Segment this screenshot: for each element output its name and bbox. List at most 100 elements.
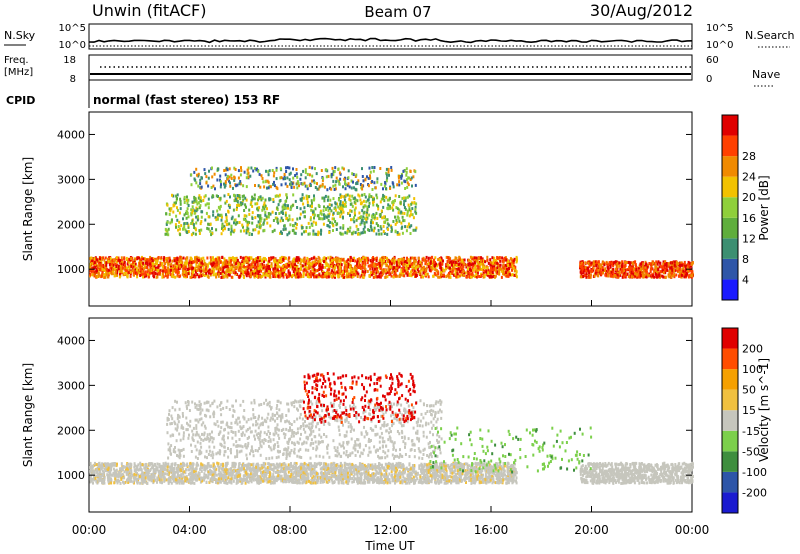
heatmap-cell (391, 228, 393, 232)
heatmap-cell (345, 269, 348, 273)
heatmap-cell (209, 415, 212, 419)
heatmap-cell (670, 265, 673, 269)
heatmap-cell (203, 274, 206, 277)
heatmap-cell (414, 170, 417, 174)
heatmap-cell (228, 205, 231, 209)
heatmap-cell (282, 177, 285, 181)
heatmap-cell (438, 275, 441, 279)
heatmap-cell (279, 275, 282, 279)
heatmap-cell (667, 262, 670, 266)
heatmap-cell (664, 260, 667, 264)
heatmap-cell (362, 179, 365, 183)
heatmap-cell (244, 205, 247, 209)
heatmap-cell (259, 195, 262, 199)
heatmap-cell (186, 207, 189, 211)
heatmap-cell (169, 273, 172, 277)
heatmap-cell (395, 206, 398, 210)
heatmap-cell (184, 275, 187, 279)
heatmap-cell (344, 204, 347, 208)
heatmap-cell (137, 268, 140, 272)
heatmap-cell (318, 264, 321, 268)
heatmap-cell (334, 166, 337, 170)
heatmap-cell (363, 210, 366, 214)
heatmap-cell (585, 272, 588, 276)
heatmap-cell (350, 273, 353, 277)
heatmap-cell (116, 258, 119, 262)
heatmap-cell (311, 205, 313, 208)
heatmap-cell (96, 258, 99, 262)
heatmap-cell (305, 273, 308, 277)
heatmap-cell (485, 270, 488, 274)
heatmap-cell (440, 256, 443, 260)
heatmap-cell (190, 261, 193, 265)
heatmap-cell (283, 256, 286, 260)
heatmap-cell (146, 270, 149, 274)
heatmap-cell (691, 261, 694, 265)
heatmap-cell (230, 259, 232, 262)
heatmap-cell (435, 269, 438, 273)
heatmap-cell (414, 183, 417, 187)
heatmap-cell (383, 215, 386, 219)
heatmap-cell (664, 271, 667, 275)
heatmap-cell (361, 209, 364, 213)
heatmap-cell (126, 262, 129, 266)
heatmap-cell (465, 265, 468, 269)
heatmap-cell (296, 454, 299, 458)
heatmap-cell (469, 268, 471, 272)
heatmap-cell (174, 268, 177, 271)
heatmap-cell (320, 212, 323, 216)
heatmap-cell (220, 183, 222, 187)
heatmap-cell (278, 273, 281, 277)
heatmap-cell (293, 185, 296, 189)
heatmap-cell (379, 419, 381, 423)
heatmap-cell (259, 185, 262, 189)
heatmap-cell (364, 204, 367, 208)
heatmap-cell (227, 273, 230, 277)
heatmap-cell (358, 232, 361, 236)
heatmap-cell (353, 269, 356, 273)
heatmap-cell (339, 202, 342, 206)
heatmap-cell (511, 261, 514, 265)
heatmap-cell (182, 267, 185, 271)
heatmap-cell (332, 197, 335, 201)
heatmap-cell (321, 265, 324, 269)
heatmap-cell (257, 259, 260, 263)
heatmap-cell (630, 275, 633, 279)
heatmap-cell (221, 227, 223, 230)
heatmap-cell (348, 272, 351, 276)
heatmap-cell (278, 265, 281, 269)
heatmap-cell (324, 194, 327, 198)
heatmap-cell (454, 260, 457, 264)
heatmap-cell (590, 263, 593, 267)
heatmap-cell (331, 221, 334, 225)
heatmap-cell (339, 260, 342, 264)
heatmap-cell (359, 183, 362, 186)
heatmap-cell (510, 273, 513, 277)
heatmap-cell (331, 269, 334, 273)
heatmap-cell (177, 228, 180, 232)
heatmap-cell (457, 263, 460, 267)
heatmap-cell (241, 194, 244, 198)
heatmap-cell (395, 263, 398, 267)
heatmap-cell (364, 177, 367, 181)
heatmap-cell (661, 269, 664, 273)
heatmap-cell (209, 273, 212, 277)
heatmap-cell (213, 445, 216, 449)
heatmap-cell (352, 173, 355, 176)
heatmap-cell (256, 271, 258, 275)
heatmap-cell (484, 260, 487, 264)
heatmap-cell (481, 265, 484, 269)
heatmap-cell (345, 260, 348, 264)
heatmap-cell (115, 260, 118, 264)
heatmap-cell (266, 179, 269, 183)
heatmap-cell (338, 171, 341, 175)
heatmap-cell (424, 268, 427, 272)
heatmap-cell (262, 222, 265, 226)
heatmap-cell (282, 432, 285, 436)
heatmap-cell (362, 205, 365, 209)
heatmap-cell (435, 400, 438, 404)
heatmap-cell (239, 255, 242, 259)
heatmap-cell (419, 260, 422, 264)
heatmap-cell (632, 272, 635, 276)
heatmap-cell (475, 273, 478, 276)
